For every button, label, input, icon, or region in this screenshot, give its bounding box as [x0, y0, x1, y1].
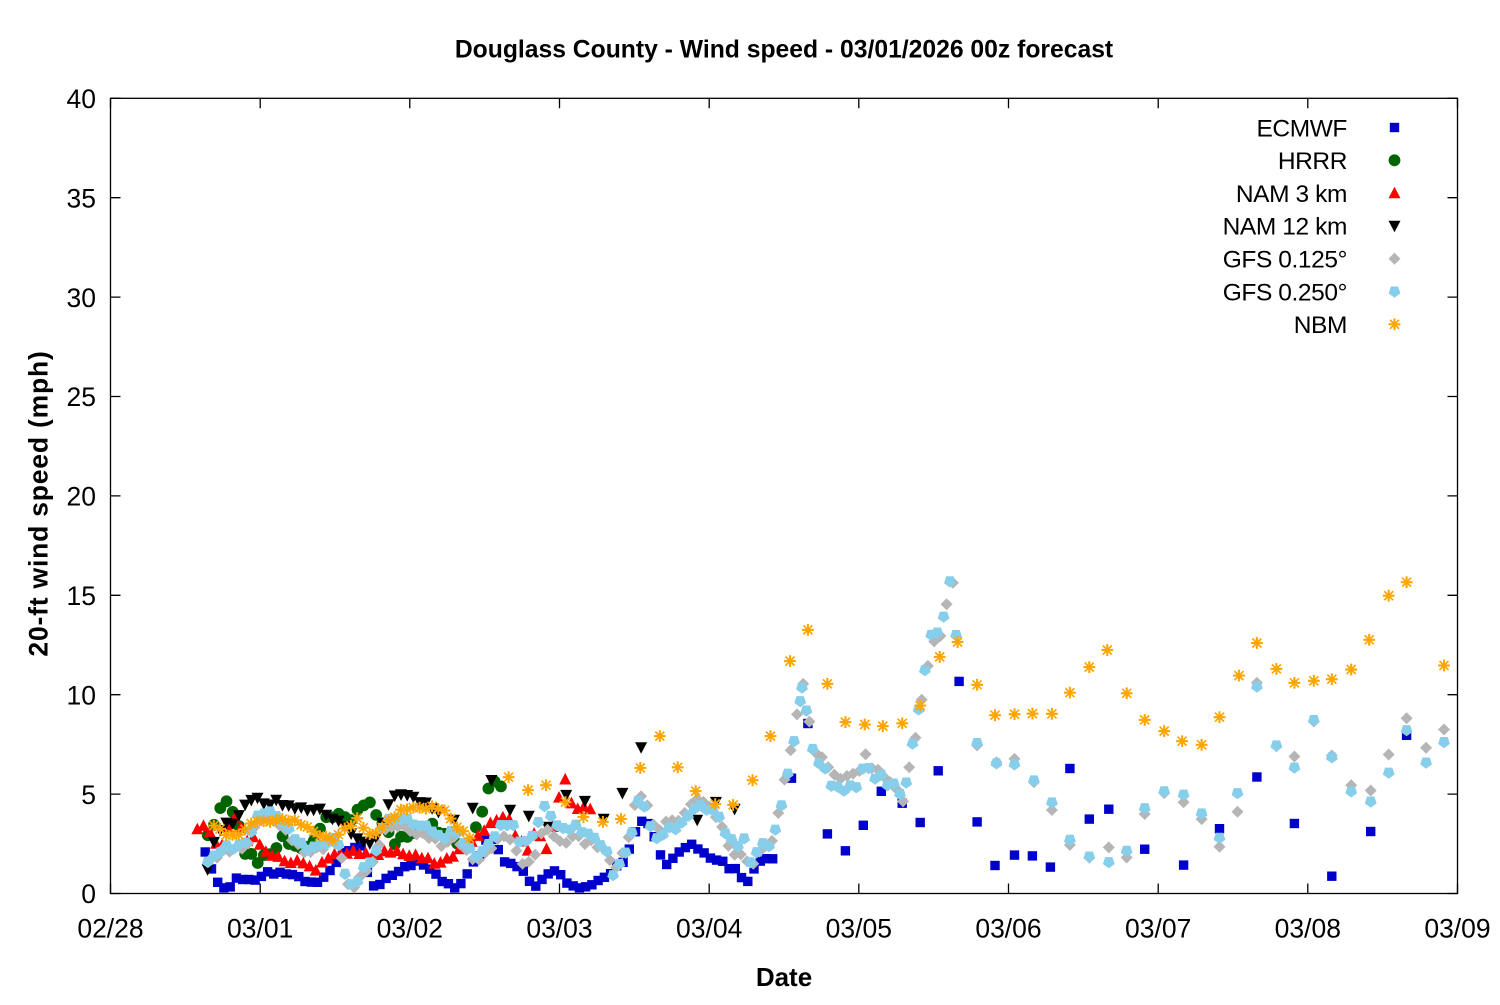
- svg-text:03/04: 03/04: [676, 914, 742, 944]
- svg-text:03/03: 03/03: [526, 914, 592, 944]
- svg-text:GFS 0.250°: GFS 0.250°: [1223, 279, 1347, 306]
- svg-text:10: 10: [67, 680, 96, 710]
- svg-text:40: 40: [67, 84, 96, 114]
- svg-text:GFS 0.125°: GFS 0.125°: [1223, 247, 1347, 274]
- svg-text:03/09: 03/09: [1424, 914, 1490, 944]
- svg-text:Douglass County - Wind speed -: Douglass County - Wind speed - 03/01/202…: [455, 37, 1113, 64]
- svg-text:03/08: 03/08: [1275, 914, 1341, 944]
- svg-text:NAM 3 km: NAM 3 km: [1236, 181, 1347, 208]
- svg-text:5: 5: [81, 780, 96, 810]
- svg-text:NBM: NBM: [1294, 312, 1347, 339]
- svg-text:03/05: 03/05: [826, 914, 892, 944]
- svg-text:0: 0: [81, 879, 96, 909]
- svg-text:02/28: 02/28: [77, 914, 143, 944]
- svg-text:NAM 12 km: NAM 12 km: [1223, 214, 1347, 241]
- svg-text:HRRR: HRRR: [1278, 148, 1347, 175]
- svg-text:30: 30: [67, 283, 96, 313]
- svg-text:35: 35: [67, 183, 96, 213]
- svg-text:03/06: 03/06: [975, 914, 1041, 944]
- svg-text:20: 20: [67, 482, 96, 512]
- svg-text:15: 15: [67, 581, 96, 611]
- svg-text:20-ft wind speed (mph): 20-ft wind speed (mph): [24, 350, 54, 656]
- svg-text:ECMWF: ECMWF: [1256, 115, 1347, 142]
- svg-text:03/07: 03/07: [1125, 914, 1191, 944]
- svg-text:03/01: 03/01: [227, 914, 293, 944]
- svg-text:03/02: 03/02: [377, 914, 443, 944]
- svg-text:25: 25: [67, 382, 96, 412]
- svg-text:Date: Date: [756, 962, 812, 992]
